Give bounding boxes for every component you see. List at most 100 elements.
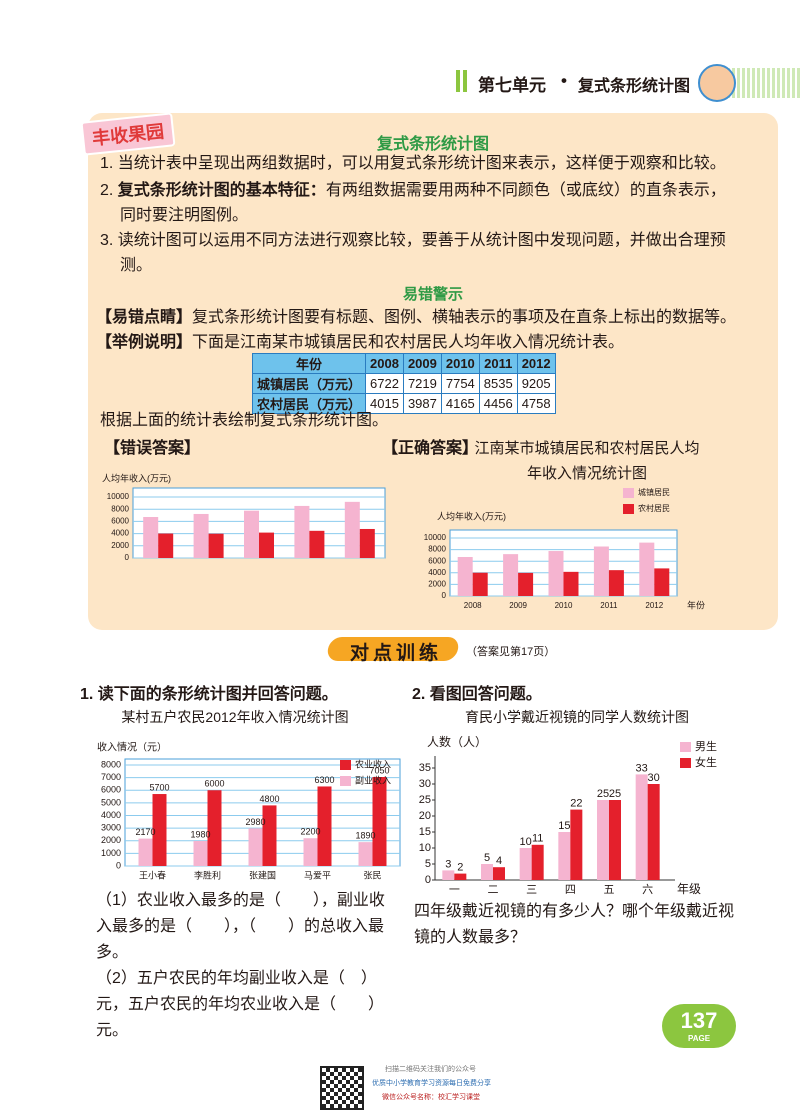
bar — [548, 551, 564, 596]
task: 根据上面的统计表绘制复式条形统计图。 — [100, 412, 389, 429]
qr-code — [320, 1066, 364, 1110]
data-label: 25 — [597, 788, 609, 800]
point: 3. 读统计图可以运用不同方法进行观察比较，要善于从统计图中发现问题，并做出合理… — [100, 228, 740, 278]
y-tick-label: 8000 — [428, 545, 446, 554]
table-cell: 4758 — [516, 393, 556, 414]
y-tick-label: 4000 — [111, 529, 129, 538]
y-tick-label: 3000 — [101, 823, 121, 833]
legend-swatch — [623, 488, 634, 498]
bar — [138, 838, 153, 866]
x-tick-label: 李胜利 — [194, 869, 221, 880]
bar — [531, 844, 544, 880]
y-tick-label: 6000 — [101, 785, 121, 795]
table-cell: 7219 — [402, 373, 442, 394]
y-tick-label: 10000 — [107, 492, 130, 501]
y-tick-label: 5 — [425, 858, 431, 870]
legend-swatch — [680, 742, 691, 752]
data-label: 1890 — [355, 831, 375, 841]
bar — [262, 805, 277, 866]
bar — [359, 528, 375, 558]
table-row: 农村居民（万元） 4015 3987 4165 4456 4758 — [251, 393, 556, 414]
y-tick-label: 0 — [116, 860, 121, 870]
table-cell: 城镇居民（万元） — [251, 373, 367, 394]
bar — [563, 571, 579, 596]
table-cell: 2010 — [440, 353, 480, 374]
y-tick-label: 4000 — [101, 810, 121, 820]
bar — [344, 501, 360, 558]
data-label: 2170 — [135, 827, 155, 837]
table-cell: 4456 — [478, 393, 518, 414]
bar — [608, 570, 624, 596]
y-axis-label: 收入情况（元） — [97, 741, 167, 754]
table-cell: 3987 — [402, 393, 442, 414]
y-axis-label: 人数（人） — [427, 735, 487, 749]
bar — [358, 842, 373, 866]
bar — [558, 832, 571, 880]
table-cell: 农村居民（万元） — [251, 393, 367, 414]
right-tag: 【正确答案】 — [382, 440, 479, 457]
bar — [193, 841, 208, 866]
y-tick-label: 0 — [425, 874, 431, 886]
bar — [518, 572, 534, 596]
wrong-tag: 【错误答案】 — [104, 440, 201, 457]
bar — [570, 809, 583, 880]
y-tick-label: 30 — [419, 778, 431, 790]
bar — [481, 864, 493, 880]
point-num: 1. — [100, 155, 114, 172]
point-num: 3. — [100, 232, 114, 249]
data-label: 5 — [484, 852, 490, 864]
page-word: PAGE — [687, 1034, 711, 1043]
x-tick-label: 2012 — [645, 601, 663, 610]
tip: 【易错点睛】复式条形统计图要有标题、图例、横轴表示的事项及在直条上标出的数据等。 — [96, 305, 736, 330]
q-text: 看图回答问题。 — [429, 686, 542, 703]
data-label: 1980 — [190, 829, 210, 839]
bar — [454, 873, 467, 880]
bar — [457, 557, 473, 596]
bar — [493, 867, 505, 880]
legend-swatch — [340, 776, 351, 786]
bar — [152, 794, 167, 866]
bar — [244, 510, 259, 558]
x-tick-label: 2008 — [464, 601, 482, 610]
q1-questions: （1）农业收入最多的是（ ），副业收入最多的是（ ），（ ）的总收入最多。 （2… — [96, 888, 396, 1044]
y-tick-label: 2000 — [101, 835, 121, 845]
table-cell: 4165 — [440, 393, 480, 414]
example-text: 下面是江南某市城镇居民和农村居民人均年收入情况统计表。 — [192, 334, 625, 351]
x-axis-label: 年份 — [687, 599, 705, 610]
table-cell: 4015 — [365, 393, 404, 414]
bar — [143, 516, 159, 558]
point: 1. 当统计表中呈现出两组数据时，可以用复式条形统计图来表示，这样便于观察和比较… — [100, 151, 740, 176]
q-num: 2. — [412, 686, 426, 703]
bar — [309, 530, 325, 558]
x-tick-label: 2011 — [600, 601, 618, 610]
y-tick-label: 5000 — [101, 797, 121, 807]
chart-title: 江南某市城镇居民和农村居民人均年收入情况统计图 — [474, 440, 700, 482]
y-axis-label: 人均年收入(万元) — [437, 510, 506, 521]
legend-label: 女生 — [695, 755, 717, 769]
y-tick-label: 10 — [419, 842, 431, 854]
table-header: 年份 2008 2009 2010 2011 2012 — [251, 353, 556, 374]
bar — [472, 572, 488, 596]
chart: 0 1000 2000 3000 4000 5000 6000 7000 8000 收入情况（元）… — [97, 741, 401, 880]
table-cell: 9205 — [516, 373, 556, 394]
table-cell: 2009 — [402, 353, 442, 374]
y-tick-label: 7000 — [101, 772, 121, 782]
data-label: 2980 — [245, 817, 265, 827]
data-label: 5700 — [149, 782, 169, 792]
bar — [519, 848, 532, 880]
page-number: 137 — [680, 1008, 718, 1033]
bar — [317, 786, 332, 866]
mascot — [698, 64, 736, 102]
x-tick-label: 2009 — [509, 601, 527, 610]
exercise-title: 对点训练 — [350, 643, 443, 664]
y-tick-label: 1000 — [101, 848, 121, 858]
y-tick-label: 6000 — [428, 556, 446, 565]
table-cell: 6722 — [365, 373, 404, 394]
y-tick-label: 20 — [419, 810, 431, 822]
bar — [158, 533, 174, 558]
y-tick-label: 0 — [442, 591, 447, 600]
y-tick-label: 2000 — [111, 541, 129, 550]
legend-swatch — [680, 758, 691, 768]
x-tick-label: 二 — [488, 884, 499, 895]
bar — [303, 838, 318, 866]
